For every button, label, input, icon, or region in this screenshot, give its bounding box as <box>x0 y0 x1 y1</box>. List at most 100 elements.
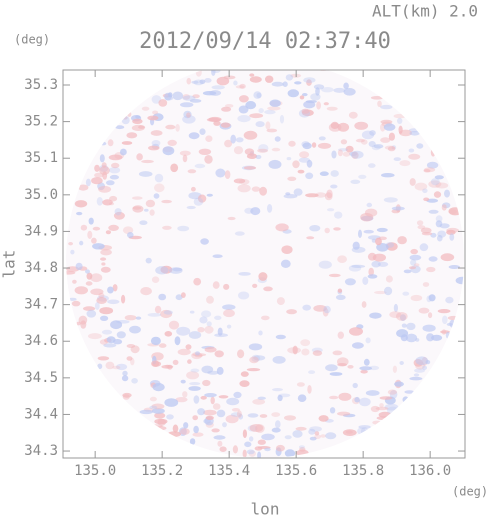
echo-blob <box>249 73 255 77</box>
echo-blob <box>299 95 305 100</box>
echo-blob <box>316 101 321 110</box>
echo-blob <box>206 117 221 122</box>
echo-blob <box>76 211 83 216</box>
echo-blob <box>180 379 186 384</box>
echo-blob <box>376 416 391 420</box>
echo-blob <box>389 311 402 318</box>
echo-blob <box>127 232 134 238</box>
echo-blob <box>442 315 448 325</box>
echo-blob <box>441 204 447 211</box>
echo-blob <box>325 364 338 372</box>
echo-blob <box>263 286 273 292</box>
echo-blob <box>403 269 412 274</box>
echo-blob <box>251 186 261 192</box>
echo-blob <box>129 325 141 334</box>
echo-blob <box>380 123 386 132</box>
echo-blob <box>376 227 388 233</box>
echo-blob <box>383 197 398 203</box>
echo-blob <box>428 209 439 214</box>
echo-blob <box>284 415 296 421</box>
echo-blob <box>174 336 181 346</box>
echo-blob <box>195 351 200 356</box>
echo-blob <box>343 82 349 90</box>
echo-blob <box>261 315 270 321</box>
echo-blob <box>100 249 112 256</box>
echo-blob <box>266 128 278 133</box>
y-tick-label: 34.4 <box>24 406 58 422</box>
echo-blob <box>107 139 114 147</box>
echo-blob <box>441 329 447 335</box>
echo-blob <box>351 246 366 253</box>
echo-blob <box>435 182 449 189</box>
echo-blob <box>292 160 300 169</box>
echo-blob <box>285 61 298 65</box>
echo-blob <box>152 110 159 115</box>
echo-blob <box>363 358 370 366</box>
echo-blob <box>193 197 204 206</box>
echo-blob <box>305 193 319 198</box>
echo-blob <box>284 435 292 440</box>
echo-blob <box>122 392 132 398</box>
echo-blob <box>430 148 436 157</box>
y-tick-label: 35.1 <box>24 150 58 166</box>
echo-blob <box>203 409 217 416</box>
echo-blob <box>94 302 100 310</box>
echo-blob <box>257 396 266 400</box>
echo-blob <box>337 148 349 152</box>
echo-blob <box>85 269 90 274</box>
echo-blob <box>409 266 416 270</box>
echo-blob <box>320 434 326 438</box>
echo-blob <box>164 398 179 407</box>
echo-blob <box>410 294 423 302</box>
echo-blob <box>151 403 165 410</box>
echo-blob <box>144 208 149 212</box>
echo-blob <box>224 139 233 148</box>
echo-blob <box>428 312 433 319</box>
echo-blob <box>135 115 141 119</box>
echo-blob <box>71 300 81 307</box>
echo-blob <box>86 309 97 318</box>
echo-blob <box>204 155 213 164</box>
echo-blob <box>337 411 351 416</box>
echo-blob <box>393 157 401 162</box>
echo-blob <box>370 405 380 413</box>
echo-blob <box>422 324 436 332</box>
echo-blob <box>344 278 356 286</box>
echo-blob <box>244 441 252 448</box>
echo-blob <box>239 83 246 89</box>
x-unit: (deg) <box>452 485 488 499</box>
echo-blob <box>75 262 83 271</box>
echo-blob <box>359 366 373 371</box>
echo-blob <box>165 124 176 130</box>
echo-blob <box>247 413 259 418</box>
echo-blob <box>242 429 247 439</box>
echo-blob <box>105 361 115 370</box>
disc-background <box>66 70 464 458</box>
echo-blob <box>136 153 143 161</box>
echo-blob <box>355 138 365 143</box>
echo-blob <box>268 159 282 169</box>
echo-blob <box>376 243 389 252</box>
echo-blob <box>428 256 438 262</box>
echo-blob <box>191 80 199 84</box>
echo-blob <box>88 217 94 225</box>
echo-blob <box>288 140 296 147</box>
echo-blob <box>345 145 354 153</box>
echo-blob <box>121 294 126 304</box>
echo-blob <box>275 420 281 429</box>
echo-blob <box>431 334 443 341</box>
echo-blob <box>72 279 77 284</box>
y-axis-label: lat <box>0 250 19 279</box>
echo-blob <box>319 171 329 176</box>
echo-blob <box>153 193 160 199</box>
echo-blob <box>287 89 299 98</box>
echo-blob <box>80 224 88 231</box>
echo-blob <box>209 90 222 96</box>
echo-blob <box>189 438 196 445</box>
echo-blob <box>384 403 399 411</box>
echo-blob <box>409 376 423 381</box>
echo-blob <box>135 316 142 320</box>
echo-blob <box>297 394 307 403</box>
echo-blob <box>115 125 125 130</box>
echo-blob <box>246 449 255 455</box>
